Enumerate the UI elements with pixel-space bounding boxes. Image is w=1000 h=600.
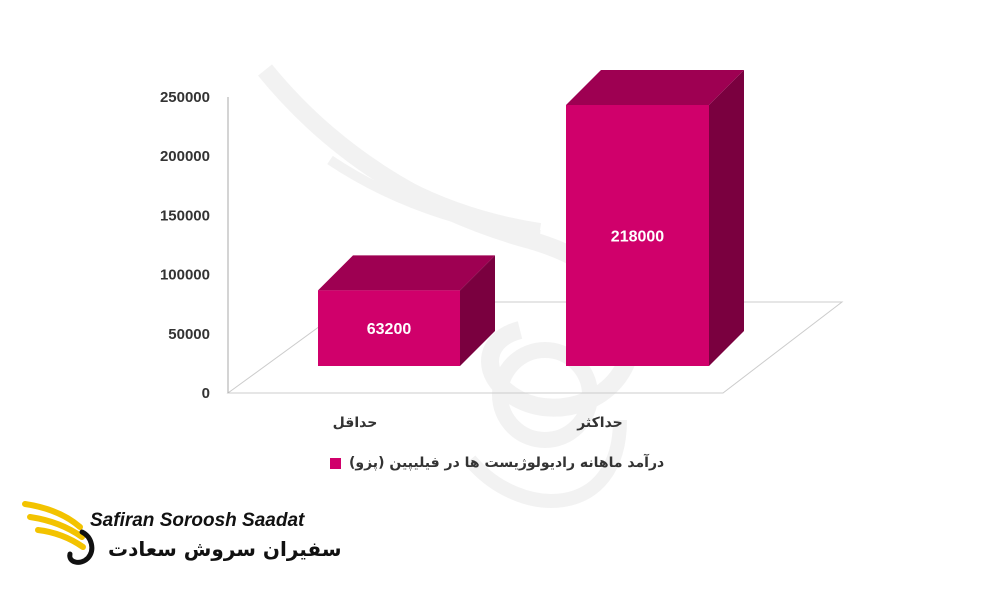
y-tick-label: 200000 xyxy=(160,148,210,165)
bar-2: 218000 xyxy=(566,70,744,366)
bar-side-face xyxy=(460,255,495,366)
bars: 63200 218000 xyxy=(318,70,744,366)
brand-logo: Safiran Soroosh Saadat سفیران سروش سعادت xyxy=(20,492,342,582)
legend-swatch xyxy=(330,457,341,469)
legend-label: درآمد ماهانه رادیولوژیست ها در فیلیپین (… xyxy=(349,455,665,471)
category-label: حداقل xyxy=(333,415,378,431)
bar-top-face xyxy=(566,70,744,105)
data-label: 218000 xyxy=(611,229,664,246)
bar-top-face xyxy=(318,255,495,291)
y-tick-label: 50000 xyxy=(168,326,210,343)
bar-front-face xyxy=(566,105,709,366)
bar-front-face xyxy=(318,290,460,366)
brand-name-english: Safiran Soroosh Saadat xyxy=(90,510,305,531)
floor-plane xyxy=(226,301,844,394)
y-axis-tick-labels: 0 50000 100000 150000 200000 250000 xyxy=(160,89,210,402)
data-label: 63200 xyxy=(367,321,412,338)
y-tick-label: 100000 xyxy=(160,267,210,284)
chart-axes xyxy=(226,97,844,394)
legend: درآمد ماهانه رادیولوژیست ها در فیلیپین (… xyxy=(330,455,690,471)
bar-side-face xyxy=(709,70,744,366)
y-tick-label: 150000 xyxy=(160,207,210,224)
category-label: حداکثر xyxy=(576,415,623,431)
wing-logo-icon xyxy=(22,501,95,565)
y-tick-label: 0 xyxy=(202,385,210,402)
x-axis-category-labels: حداقل حداکثر xyxy=(333,415,623,431)
y-tick-label: 250000 xyxy=(160,89,210,106)
bar-1: 63200 xyxy=(318,255,495,366)
brand-name-persian: سفیران سروش سعادت xyxy=(108,537,342,561)
